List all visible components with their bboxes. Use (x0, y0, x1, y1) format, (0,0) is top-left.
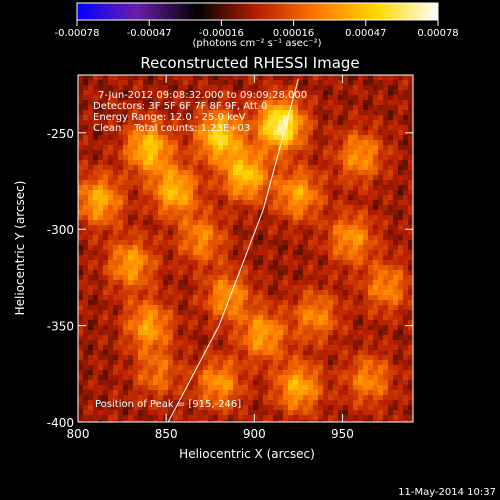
y-tick-label: -250 (47, 127, 74, 141)
colorbar-tick-label: -0.00078 (55, 28, 100, 39)
colorbar-tick-label: 0.00078 (417, 28, 458, 39)
y-tick-label: -300 (47, 223, 74, 237)
y-tick-label: -400 (47, 416, 74, 430)
peak-position-label: Position of Peak = [915,-246] (95, 399, 241, 410)
annotation-detectors: Detectors: 3F 5F 6F 7F 8F 9F, Att 0 (93, 101, 267, 112)
x-tick-label: 850 (155, 427, 178, 441)
colorbar-tick-label: 0.00047 (345, 28, 386, 39)
y-axis-label: Heliocentric Y (arcsec) (13, 181, 27, 316)
x-tick-label: 950 (331, 427, 354, 441)
chart-title: Reconstructed RHESSI Image (140, 54, 359, 72)
footer-timestamp: 11-May-2014 10:37 (398, 487, 496, 498)
annotation-time-range: 7-Jun-2012 09:08:32.000 to 09:09:28.000 (98, 90, 307, 101)
y-tick-label: -350 (47, 320, 74, 334)
colorbar (76, 2, 439, 21)
colorbar-tick-label: -0.00047 (127, 28, 172, 39)
colorbar-tick-label: -0.00016 (199, 28, 244, 39)
heatmap-image (78, 75, 413, 422)
annotation-clean-counts: Clean Total counts: 1.23E+03 (93, 123, 250, 134)
colorbar-tick-label: 0.00016 (273, 28, 314, 39)
plot-frame (77, 74, 414, 423)
solar-limb-line (167, 78, 299, 422)
x-tick-label: 800 (67, 427, 90, 441)
annotation-energy-range: Energy Range: 12.0 - 25.0 keV (93, 112, 246, 123)
colorbar-unit-label: (photons cm⁻² s⁻¹ asec⁻²) (192, 38, 321, 49)
x-axis-label: Heliocentric X (arcsec) (179, 447, 315, 461)
x-tick-label: 900 (243, 427, 266, 441)
